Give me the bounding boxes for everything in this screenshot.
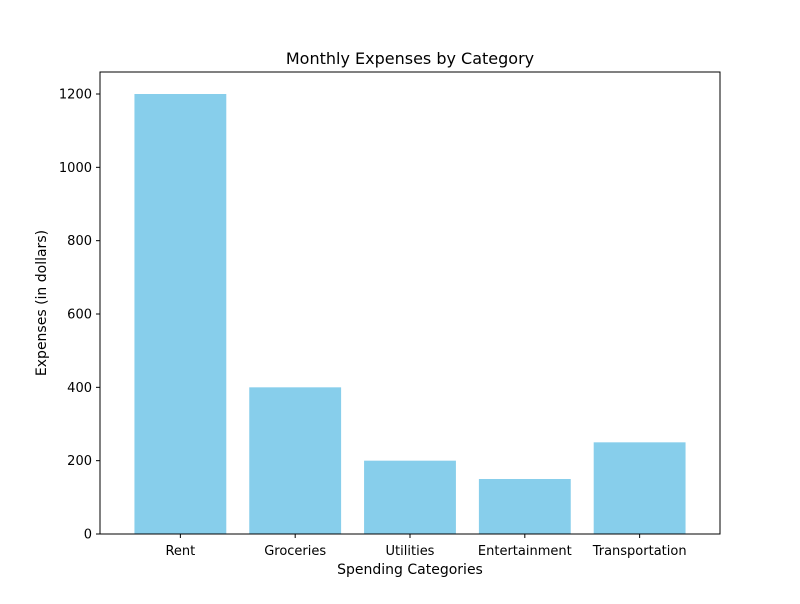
- y-ticks: 0 200 400 600 800 1000 1200: [59, 88, 100, 543]
- y-tick-label: 1200: [59, 88, 92, 103]
- chart-title: Monthly Expenses by Category: [286, 49, 534, 68]
- y-tick-label: 600: [67, 308, 92, 323]
- x-ticks: Rent Groceries Utilities Entertainment Trans…: [165, 534, 687, 559]
- x-tick-label: Transportation: [592, 544, 687, 559]
- y-tick-label: 200: [67, 454, 92, 469]
- bars-layer: [134, 94, 686, 534]
- y-tick-label: 800: [67, 234, 92, 249]
- bar-groceries: [249, 387, 342, 534]
- x-axis-label: Spending Categories: [337, 562, 483, 578]
- bar-utilities: [364, 460, 456, 534]
- x-tick-label: Groceries: [264, 544, 326, 559]
- x-tick-label: Utilities: [386, 544, 435, 559]
- x-tick-label: Entertainment: [478, 544, 572, 559]
- y-axis-label: Expenses (in dollars): [34, 230, 50, 376]
- y-tick-label: 0: [84, 528, 92, 543]
- bar-transportation: [593, 442, 686, 534]
- x-tick-label: Rent: [165, 544, 195, 559]
- bar-entertainment: [478, 479, 571, 534]
- y-tick-label: 1000: [59, 161, 92, 176]
- y-tick-label: 400: [67, 381, 92, 396]
- bar-rent: [134, 94, 227, 534]
